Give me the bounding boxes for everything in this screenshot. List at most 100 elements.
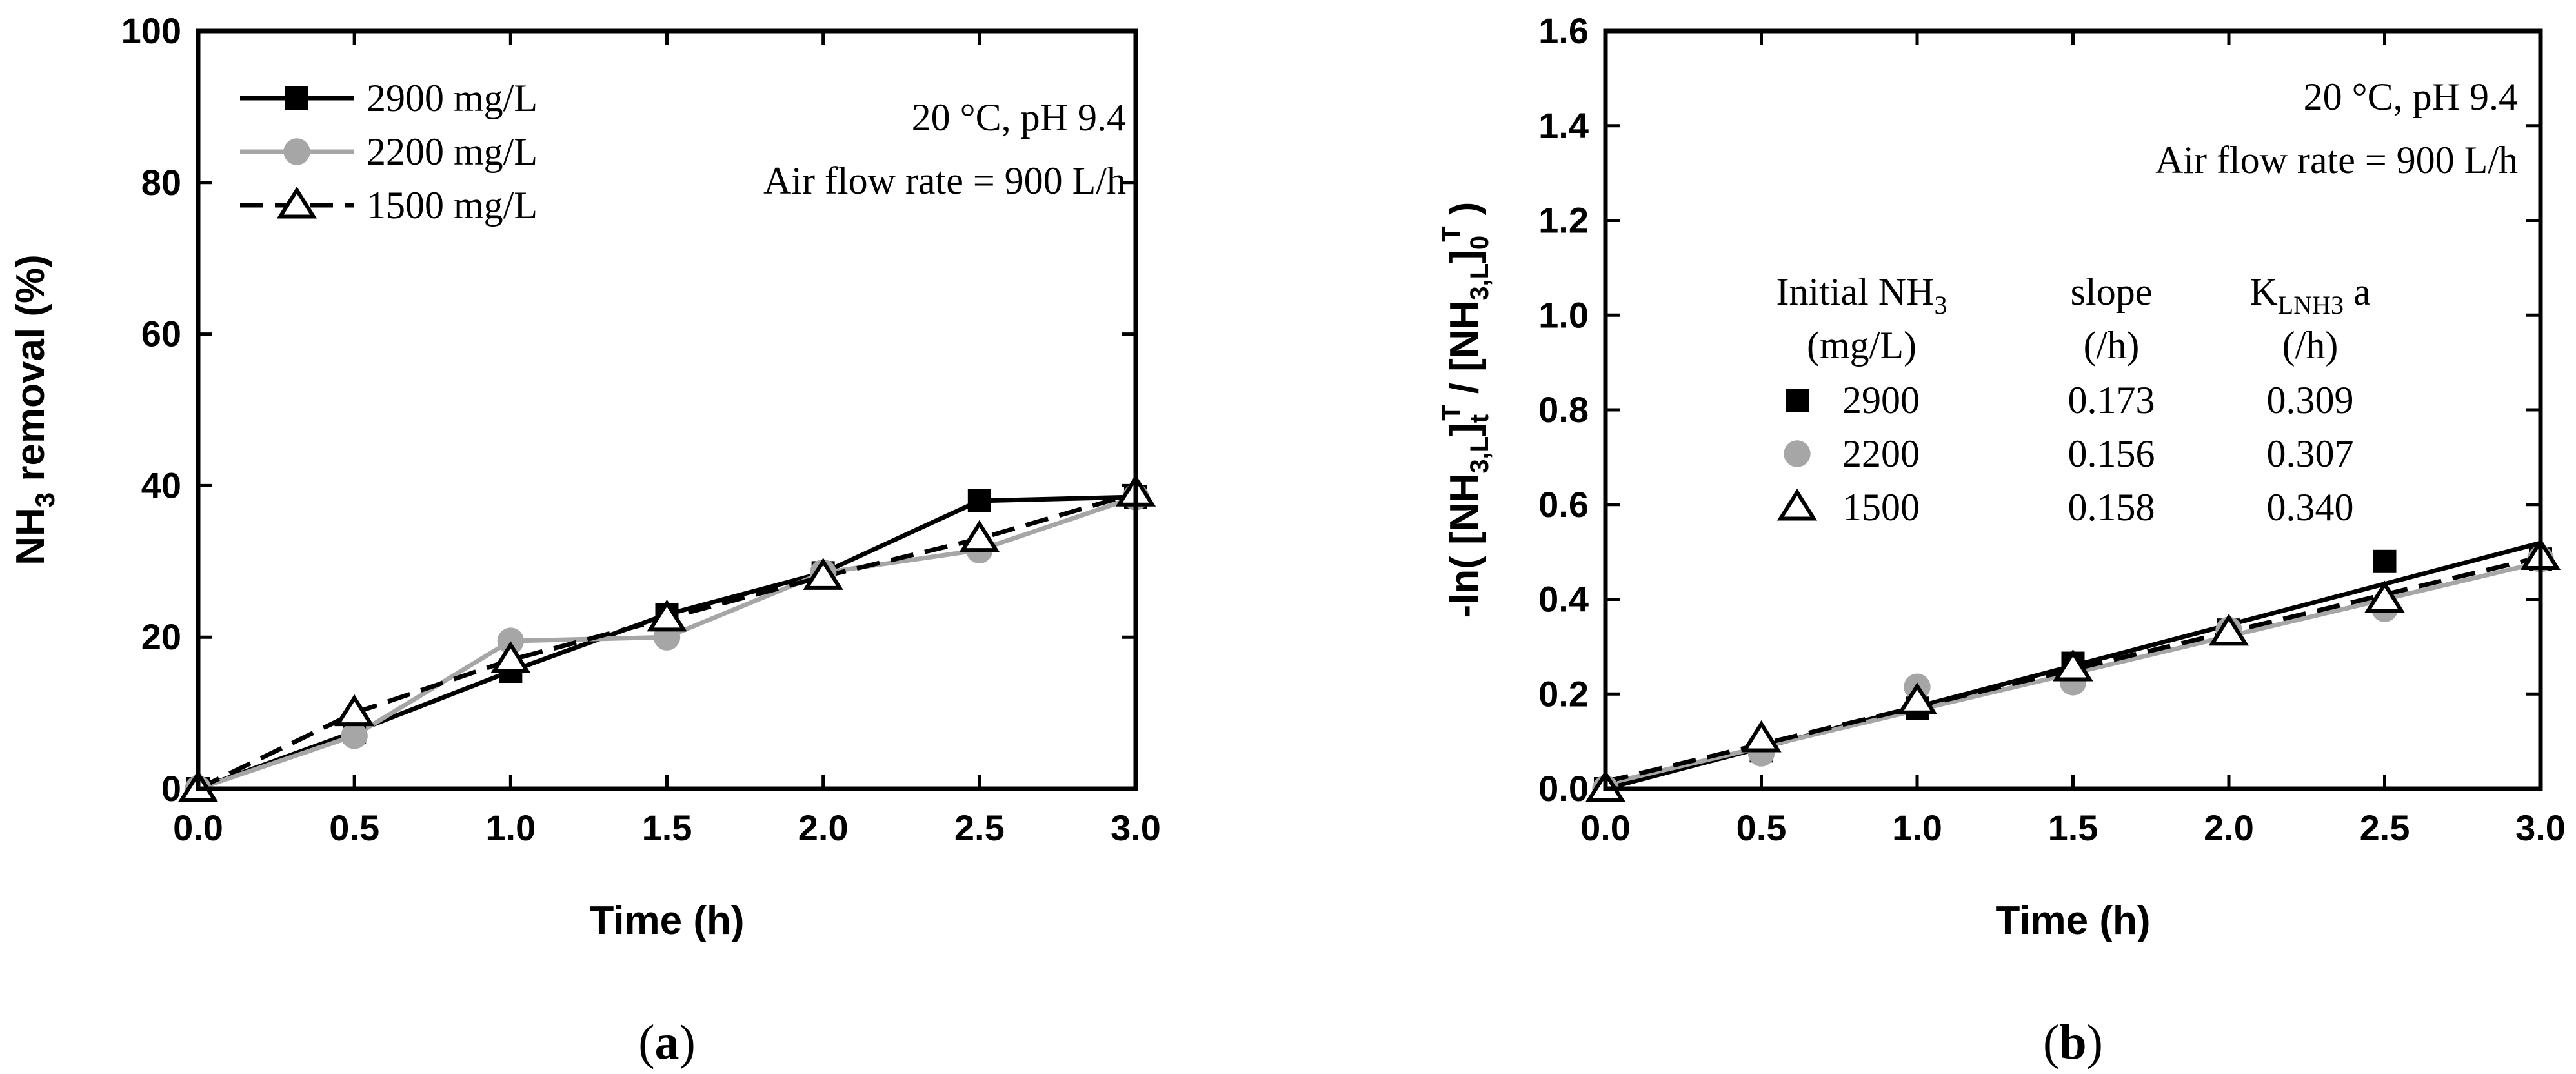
data-point-square [967, 489, 991, 512]
data-point-triangle [490, 641, 531, 673]
table-header-sub: 3 [1934, 290, 1947, 319]
table-header-text: K [2249, 270, 2277, 313]
legend-marker-circle [283, 138, 310, 165]
x-tick-label: 0.5 [329, 807, 379, 848]
data-point-triangle [959, 520, 1000, 552]
panel-label: (a) [638, 1015, 696, 1069]
table-cell-kla: 0.340 [2267, 486, 2354, 529]
table-header: (/h) [2084, 324, 2140, 367]
chart-panel-b: 0.0 0.5 1.0 1.5 2.0 2.5 3.0 0.0 0.2 0.4 0.6 0.8 1.0 1… [1437, 10, 2566, 1069]
y-axis-label-text: ) [1442, 202, 1487, 227]
x-tick-label: 0.0 [173, 807, 223, 848]
legend-label: 2900 mg/L [367, 77, 538, 119]
data-point-triangle [334, 694, 375, 727]
y-axis-label-text: / [NH [1442, 301, 1487, 405]
x-tick-label: 0.0 [1580, 807, 1631, 848]
data-point-triangle [2053, 649, 2093, 682]
x-tick-label: 0.5 [1736, 807, 1787, 848]
table-header-text: a [2344, 270, 2371, 313]
data-point-circle [341, 722, 368, 749]
table-marker-triangle [1776, 488, 1818, 521]
y-axis-label: -ln( [NH3,L]tT / [NH3,L]0T ) [1437, 202, 1494, 618]
annotation-text: 20 °C, pH 9.4 [912, 96, 1126, 139]
table-cell-slope: 0.156 [2068, 432, 2155, 475]
y-tick-label: 1.4 [1538, 105, 1589, 146]
panel-label-open: ( [638, 1015, 654, 1069]
annotation-text: Air flow rate = 900 L/h [2155, 139, 2518, 181]
data-point-triangle [1897, 682, 1938, 714]
data-point-circle [497, 627, 525, 654]
x-tick-label: 2.0 [798, 807, 849, 848]
table-cell-slope: 0.173 [2068, 379, 2155, 421]
table-cell-initial: 2200 [1842, 432, 1920, 475]
x-tick-label: 2.5 [954, 807, 1005, 848]
x-tick-label: 1.5 [642, 807, 692, 848]
legend-marker-triangle [276, 186, 317, 219]
y-axis-label-sub: t [1465, 414, 1494, 423]
y-axis-label-text: ] [1442, 250, 1487, 263]
table-header-text: Initial NH [1776, 270, 1935, 313]
y-tick-label: 0.2 [1538, 673, 1589, 714]
y-tick-label: 20 [141, 616, 181, 657]
y-tick-label: 80 [141, 162, 181, 203]
x-tick-label: 2.0 [2204, 807, 2254, 848]
x-tick-label: 1.0 [485, 807, 536, 848]
x-tick-label: 1.0 [1892, 807, 1942, 848]
data-point-triangle [1741, 720, 1782, 753]
legend-label: 1500 mg/L [367, 184, 538, 227]
chart-panel-a: 0.0 0.5 1.0 1.5 2.0 2.5 3.0 0 20 40 60 80 100 Time (h… [8, 10, 1161, 1069]
table-marker-circle [1784, 440, 1811, 467]
table-marker-square [1786, 389, 1809, 412]
y-tick-label: 0.6 [1538, 484, 1589, 525]
y-tick-label: 0.0 [1538, 768, 1589, 809]
table-header: (/h) [2282, 324, 2339, 367]
table-cell-slope: 0.158 [2068, 486, 2155, 529]
y-tick-label: 1.0 [1538, 294, 1589, 335]
y-axis-label-text: NH [8, 507, 53, 565]
y-axis-label-text: removal (%) [8, 254, 53, 492]
annotation-text: 20 °C, pH 9.4 [2304, 76, 2518, 118]
y-axis-label-sub: 3 [30, 492, 60, 507]
y-tick-label: 100 [121, 10, 181, 51]
data-point-triangle [803, 558, 843, 590]
data-point-triangle [647, 599, 687, 632]
table-cell-initial: 2900 [1842, 379, 1920, 421]
panel-label-letter: b [2059, 1015, 2086, 1069]
x-tick-label: 3.0 [2515, 807, 2566, 848]
y-tick-label: 0 [161, 768, 181, 809]
x-axis-label: Time (h) [1996, 898, 2151, 943]
annotation-text: Air flow rate = 900 L/h [763, 159, 1126, 202]
table-header-sub: LNH3 [2278, 290, 2344, 319]
y-tick-label: 0.8 [1538, 389, 1589, 430]
data-point-square [2373, 549, 2397, 573]
y-tick-label: 1.2 [1538, 200, 1589, 241]
table-header: Initial NH3 [1776, 270, 1947, 319]
panel-label: (b) [2043, 1015, 2103, 1069]
x-tick-label: 1.5 [2048, 807, 2098, 848]
y-tick-label: 1.6 [1538, 10, 1589, 51]
y-axis-label-sup: T [1437, 405, 1465, 420]
panel-label-close: ) [679, 1015, 696, 1069]
table-header: slope [2071, 270, 2153, 313]
x-tick-label: 2.5 [2360, 807, 2410, 848]
legend-marker-square [285, 86, 308, 110]
table-header: (mg/L) [1807, 324, 1917, 367]
x-tick-label: 3.0 [1111, 807, 1161, 848]
table-header: KLNH3 a [2249, 270, 2370, 319]
y-axis-label-text: -ln( [NH [1442, 474, 1487, 618]
table-cell-initial: 1500 [1842, 486, 1920, 529]
table-cell-kla: 0.309 [2267, 379, 2354, 421]
y-axis-label-sub: 3,L [1465, 263, 1494, 301]
panel-label-letter: a [655, 1015, 679, 1069]
y-axis-label-sub: 0 [1465, 236, 1494, 250]
y-axis-label-sup: T [1437, 226, 1465, 241]
y-axis-label-sub: 3,L [1465, 436, 1494, 474]
legend-label: 2200 mg/L [367, 130, 538, 173]
table-cell-kla: 0.307 [2267, 432, 2354, 475]
data-point-triangle [2208, 613, 2249, 646]
x-axis-label: Time (h) [590, 898, 745, 943]
y-tick-label: 40 [141, 465, 181, 505]
y-tick-label: 60 [141, 314, 181, 354]
data-point-triangle [2364, 580, 2405, 613]
